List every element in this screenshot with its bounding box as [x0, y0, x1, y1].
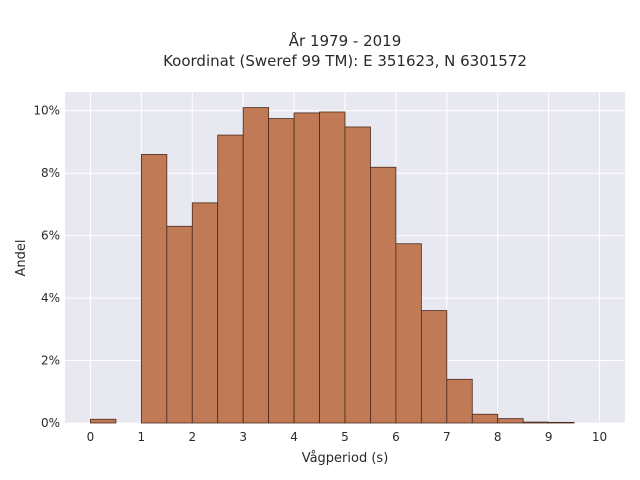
histogram-bar — [548, 421, 575, 424]
y-tick-label: 10% — [33, 104, 60, 118]
x-tick-label: 8 — [494, 430, 502, 444]
y-axis-label: Andel — [14, 240, 29, 277]
histogram-bar — [497, 418, 524, 424]
histogram-bar — [522, 421, 550, 424]
histogram-bar — [166, 225, 193, 424]
x-tick-label: 10 — [592, 430, 607, 444]
chart-title-line-1: År 1979 - 2019 — [289, 31, 402, 50]
histogram-bar — [293, 112, 320, 424]
histogram-bar — [140, 154, 168, 424]
x-axis-label: Vågperiod (s) — [302, 451, 389, 466]
x-tick-label: 0 — [87, 430, 95, 444]
y-tick-label: 8% — [41, 166, 60, 180]
histogram-bars — [90, 107, 575, 424]
x-tick-label: 1 — [138, 430, 146, 444]
y-axis-ticks: 0% 2% 4% 6% 8% 10% — [33, 104, 60, 430]
histogram-bar — [90, 418, 117, 424]
histogram-bar — [420, 310, 448, 424]
x-tick-label: 7 — [443, 430, 451, 444]
x-axis-ticks: 0 1 2 3 4 5 6 7 8 9 10 — [87, 430, 608, 444]
y-tick-label: 4% — [41, 291, 60, 305]
x-tick-label: 9 — [545, 430, 553, 444]
histogram-bar — [242, 107, 270, 424]
histogram-bar — [471, 413, 499, 424]
histogram-bar — [268, 118, 295, 424]
histogram-bar — [217, 134, 244, 424]
x-tick-label: 6 — [392, 430, 400, 444]
y-tick-label: 2% — [41, 354, 60, 368]
histogram-bar — [319, 111, 346, 424]
x-tick-label: 4 — [290, 430, 298, 444]
y-tick-label: 6% — [41, 229, 60, 243]
histogram-bar — [191, 202, 219, 424]
x-tick-label: 5 — [341, 430, 349, 444]
x-tick-label: 3 — [239, 430, 247, 444]
histogram-bar — [446, 378, 473, 424]
histogram-bar — [370, 166, 397, 424]
histogram-bar — [395, 243, 422, 424]
chart-title-line-2: Koordinat (Sweref 99 TM): E 351623, N 63… — [163, 52, 527, 70]
x-tick-label: 2 — [188, 430, 196, 444]
histogram-bar — [344, 126, 371, 424]
y-tick-label: 0% — [41, 416, 60, 430]
